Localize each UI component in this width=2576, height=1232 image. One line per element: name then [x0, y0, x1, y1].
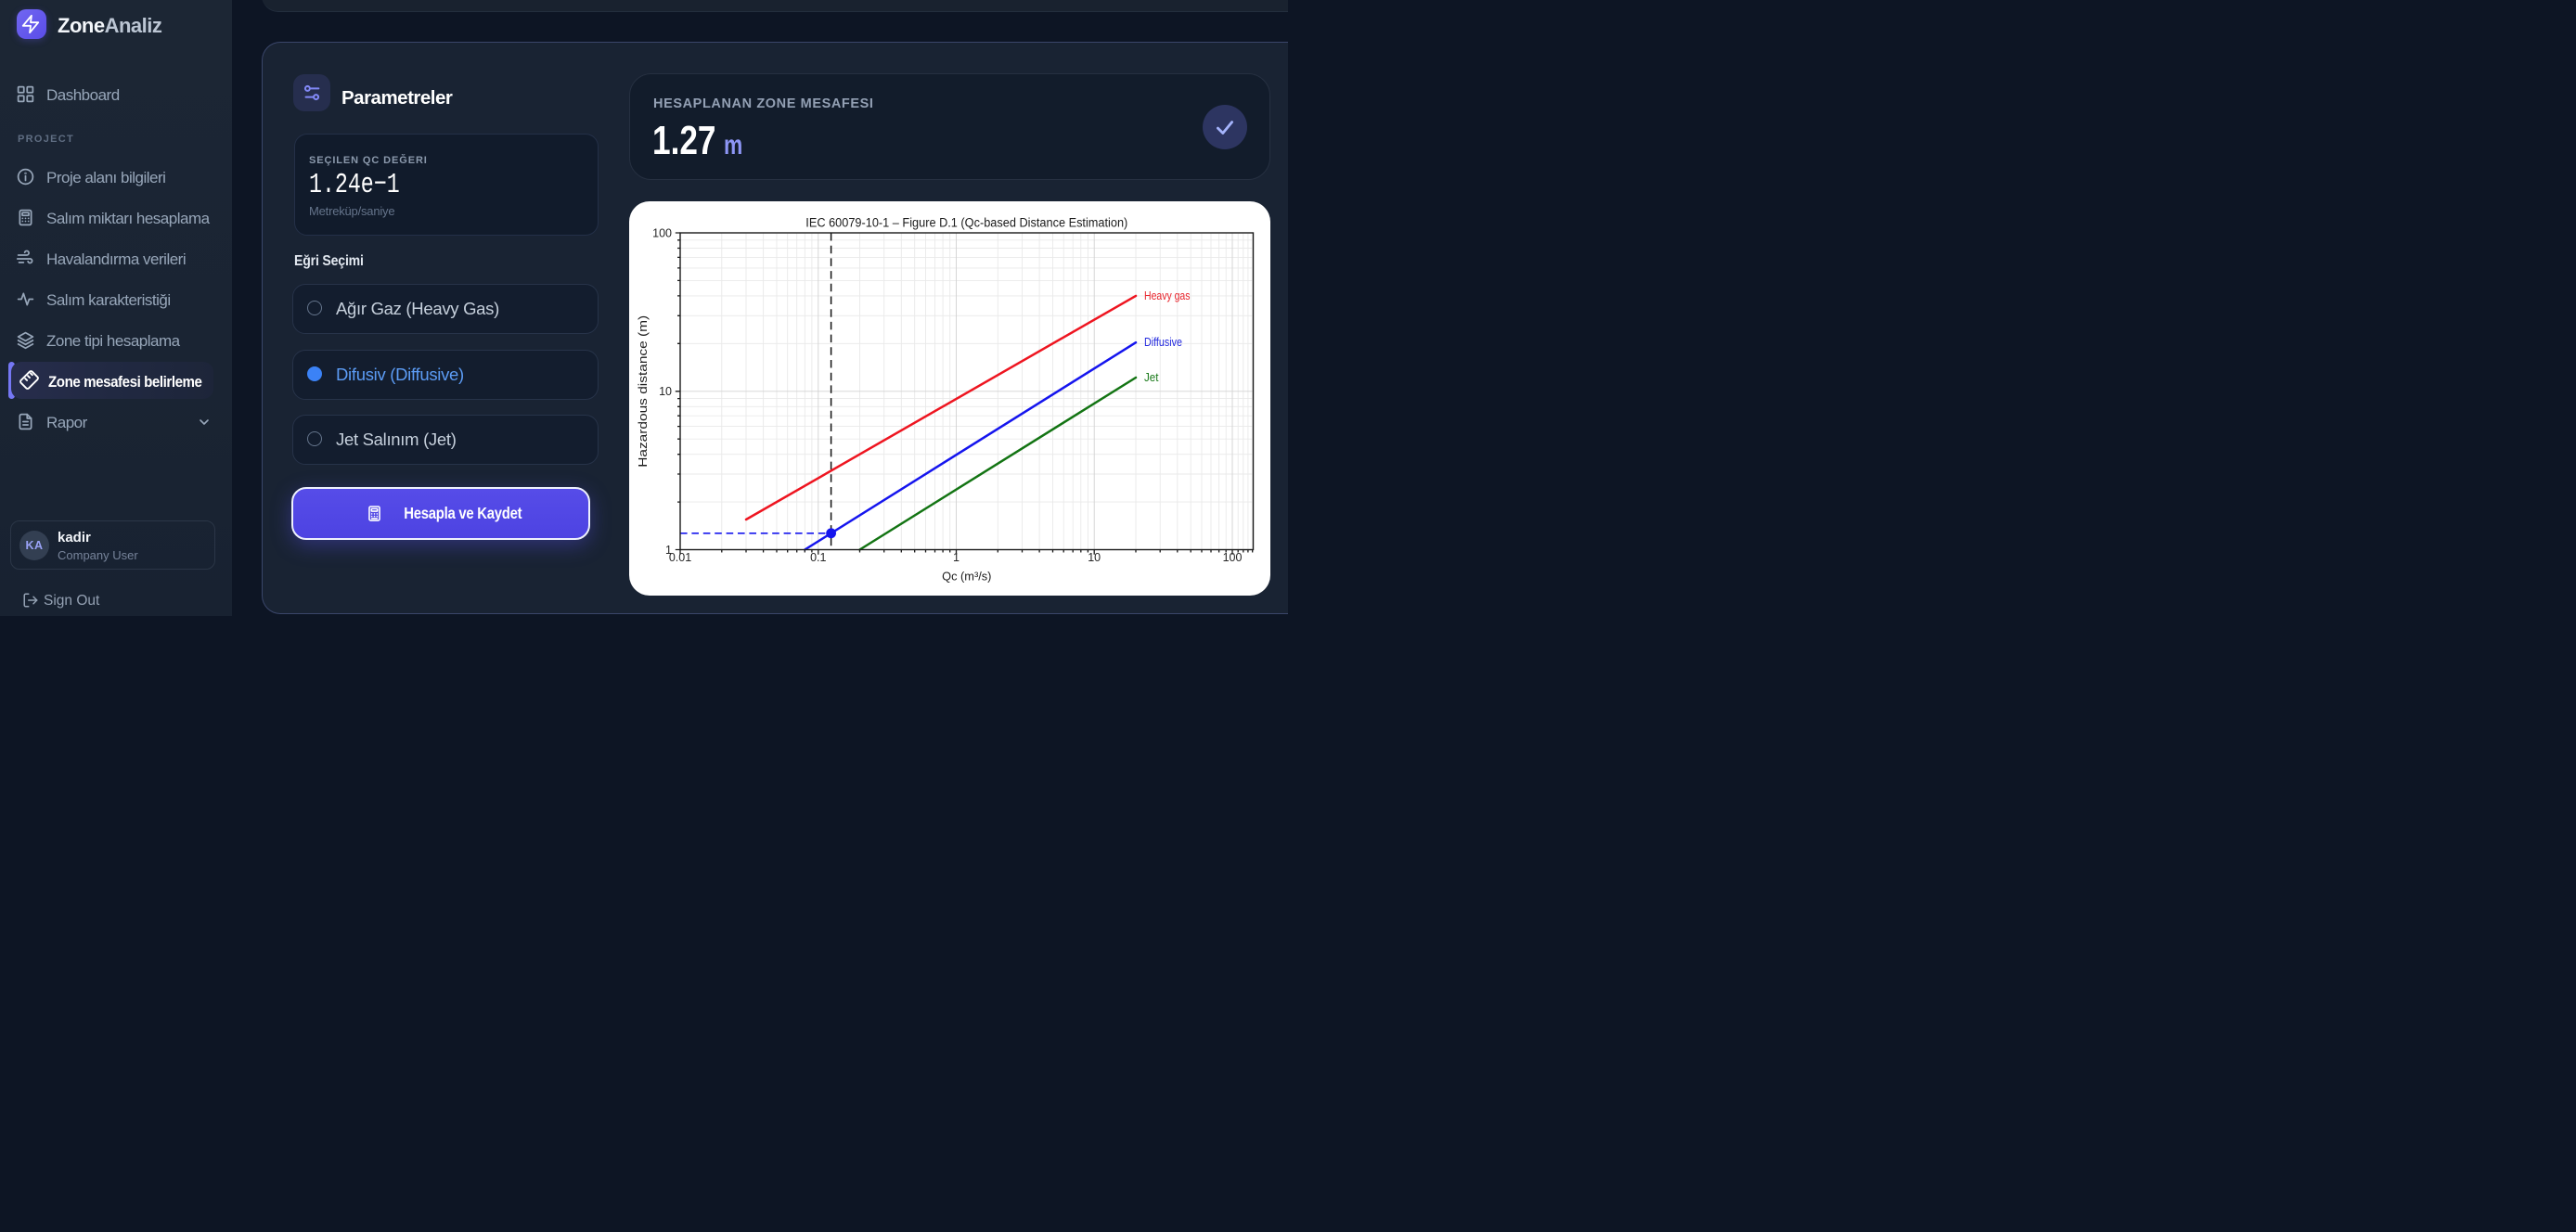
svg-text:100: 100 — [1223, 551, 1243, 564]
svg-text:10: 10 — [659, 385, 672, 398]
svg-text:IEC 60079-10-1 – Figure D.1 (Q: IEC 60079-10-1 – Figure D.1 (Qc-based Di… — [805, 216, 1127, 230]
svg-text:Qc (m³/s): Qc (m³/s) — [942, 570, 991, 584]
svg-text:10: 10 — [1088, 551, 1101, 564]
svg-text:1: 1 — [953, 551, 960, 564]
svg-text:1: 1 — [665, 544, 672, 557]
svg-text:Hazardous distance (m): Hazardous distance (m) — [636, 315, 650, 468]
svg-text:0.01: 0.01 — [669, 551, 691, 564]
svg-text:100: 100 — [652, 226, 672, 239]
svg-text:Heavy gas: Heavy gas — [1144, 289, 1191, 302]
svg-text:0.1: 0.1 — [810, 551, 826, 564]
svg-text:Jet: Jet — [1144, 370, 1159, 384]
svg-text:Diffusive: Diffusive — [1144, 335, 1182, 349]
